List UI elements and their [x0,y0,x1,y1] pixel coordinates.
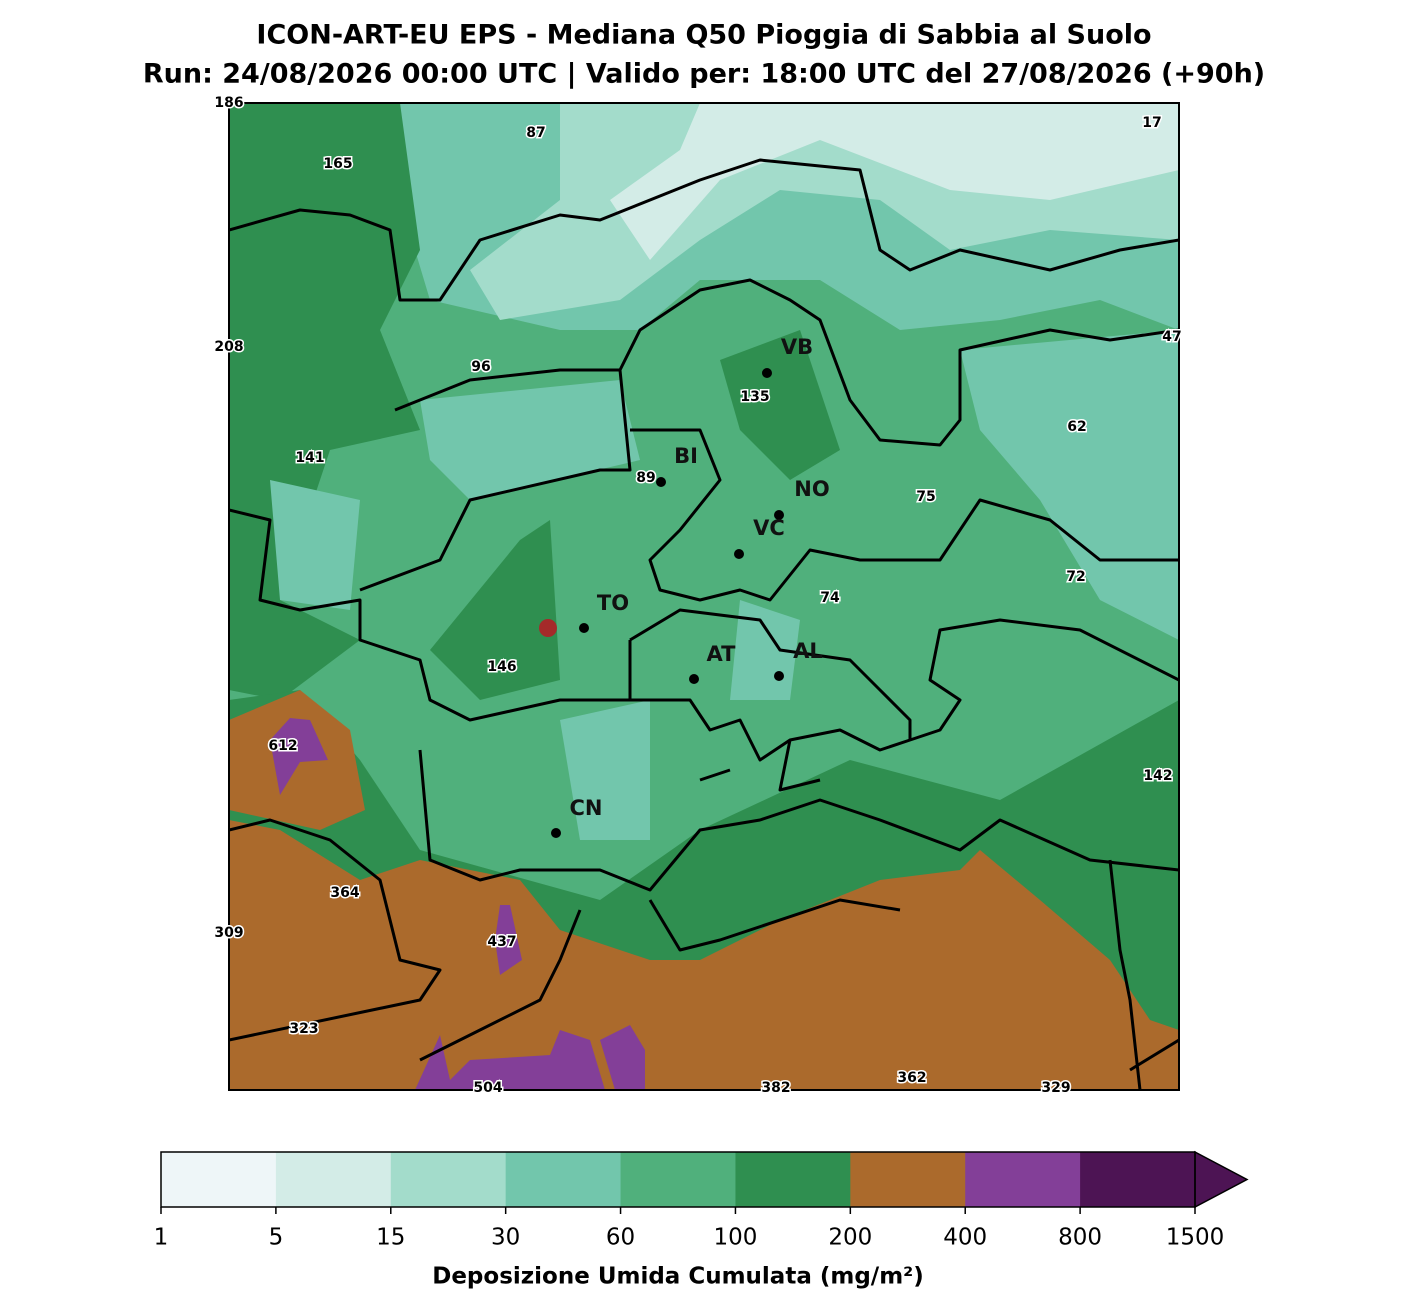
colorbar-bin [1080,1152,1196,1207]
city-label: VC [753,516,785,540]
city-dot [656,477,666,487]
city-label: VB [781,335,813,359]
colorbar-bin [965,1152,1081,1207]
value-label: 142 [1143,768,1172,784]
city-label: NO [794,477,829,501]
colorbar-tick-label: 400 [943,1225,987,1251]
colorbar-tick-label: 15 [376,1225,405,1251]
value-label: 75 [916,489,935,505]
colorbar-extend [1194,1150,1249,1209]
colorbar-tick-label: 200 [828,1225,872,1251]
city-label: TO [597,591,629,615]
city-dot [762,368,772,378]
city-dot [689,674,699,684]
value-label: 186 [214,95,243,111]
value-label: 135 [740,389,769,405]
city-dot [734,549,744,559]
value-label: 504 [473,1080,502,1096]
colorbar-bin [161,1152,277,1207]
city-label: AT [707,642,737,666]
value-label: 62 [1067,419,1086,435]
value-label: 364 [330,885,359,901]
labels: VB BI NO VC TO AT AL CN 186 87 17 165 208 96 47 135 62 14… [213,94,1183,1098]
colorbar-tick-label: 1 [154,1225,169,1251]
colorbar-bin [735,1152,851,1207]
value-label: 74 [820,590,840,606]
city-label: AL [793,639,823,663]
value-label: 141 [295,450,324,466]
value-label: 17 [1142,115,1161,131]
colorbar-bin [505,1152,622,1207]
value-label: 382 [761,1080,790,1096]
value-label: 89 [636,470,655,486]
city-dot [551,828,561,838]
value-label: 72 [1066,569,1085,585]
value-label: 612 [268,738,297,754]
location-marker [539,619,557,637]
map-fill [229,103,1179,1090]
city-dot [774,510,784,520]
value-label: 146 [487,659,516,675]
value-label: 362 [897,1070,926,1086]
value-label: 437 [487,934,516,950]
colorbar-bin [275,1152,392,1207]
city-label: CN [570,796,603,820]
subtitle: Run: 24/08/2026 00:00 UTC | Valido per: … [143,59,1265,90]
colorbar-tick-label: 100 [713,1225,757,1251]
colorbar-tick-label: 5 [269,1225,284,1251]
value-label: 309 [214,925,243,941]
map-frame [228,102,1180,1091]
title: ICON-ART-EU EPS - Mediana Q50 Pioggia di… [256,20,1151,51]
colorbar-bin [850,1152,966,1207]
colorbar-tick-label: 60 [606,1225,635,1251]
value-label: 165 [323,156,352,172]
city-label: BI [674,444,698,468]
colorbar-bin [390,1152,507,1207]
city-dot [774,671,784,681]
colorbar-tick-label: 800 [1058,1225,1102,1251]
value-label: 96 [471,359,490,375]
colorbar-tick-label: 30 [491,1225,520,1251]
colorbar-bin [620,1152,736,1207]
colorbar-tick-label: 1500 [1166,1225,1225,1251]
value-label: 329 [1041,1080,1070,1096]
city-dot [579,623,589,633]
colorbar-label: Deposizione Umida Cumulata (mg/m²) [432,1264,924,1290]
value-label: 323 [289,1021,318,1037]
value-label: 87 [526,125,545,141]
value-label: 208 [214,339,243,355]
colorbar-frame [160,1151,1196,1208]
value-label: 47 [1162,329,1181,345]
